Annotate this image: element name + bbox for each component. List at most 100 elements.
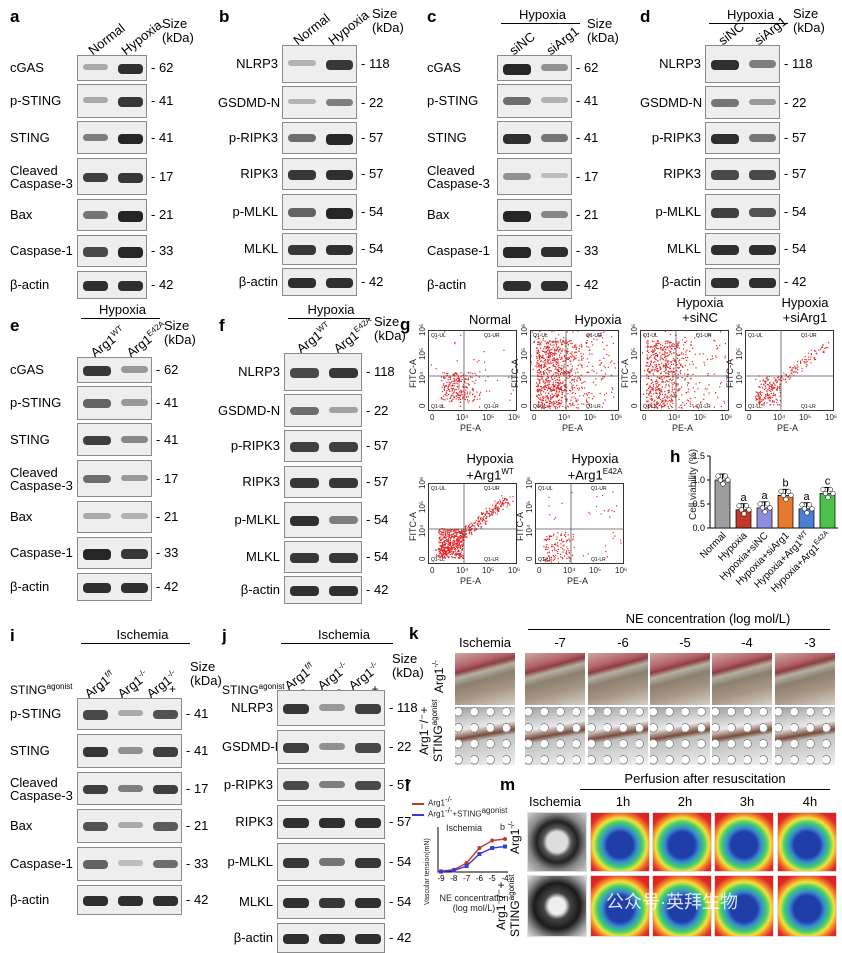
flow-event	[758, 398, 760, 400]
flow-event	[670, 395, 672, 397]
flow-event	[453, 536, 455, 538]
flow-event	[468, 526, 470, 528]
flow-event	[476, 398, 478, 400]
flow-event	[770, 392, 773, 395]
flow-event	[723, 400, 725, 402]
data-point	[717, 477, 724, 483]
legend-suffix-sup: agonist	[481, 806, 508, 815]
flow-event	[460, 551, 462, 553]
flow-event	[778, 387, 780, 389]
flow-event	[581, 364, 583, 367]
flow-event	[666, 340, 668, 342]
flow-event	[657, 360, 659, 362]
size-value: - 41	[186, 706, 209, 721]
flow-event	[656, 383, 658, 385]
data-point	[778, 488, 784, 494]
flow-event	[569, 369, 571, 371]
flow-event	[507, 502, 509, 504]
flow-event	[606, 556, 608, 558]
line-chart-title: Ischemia	[446, 823, 483, 833]
flow-event	[548, 370, 550, 372]
flow-event	[542, 405, 544, 407]
category-label: Normal	[698, 530, 729, 561]
flow-event	[455, 392, 457, 394]
flow-event	[467, 383, 469, 385]
flow-event	[449, 390, 451, 392]
flow-event	[769, 382, 771, 384]
protein-band	[503, 97, 531, 106]
flow-event	[667, 372, 669, 374]
protein-band	[748, 245, 776, 256]
flow-event	[587, 372, 589, 374]
flow-event	[538, 397, 540, 399]
flow-event	[561, 539, 563, 541]
flow-event	[563, 549, 565, 551]
flow-event	[776, 388, 778, 390]
flow-event	[657, 407, 659, 409]
flow-event	[557, 394, 559, 396]
flow-event	[468, 531, 471, 533]
flow-event	[454, 554, 456, 556]
row-label: p-MLKL	[655, 204, 701, 219]
flow-event	[435, 368, 437, 370]
flow-event	[611, 360, 613, 362]
flow-event	[655, 396, 657, 398]
size-value: - 41	[151, 93, 174, 108]
flow-event	[495, 507, 497, 509]
flow-event	[449, 554, 451, 556]
flow-event	[552, 390, 554, 392]
flow-event	[778, 378, 780, 380]
flow-event	[643, 393, 645, 395]
flow-event	[606, 345, 608, 347]
row-label: Caspase-1	[10, 856, 73, 871]
flow-event	[447, 529, 449, 531]
flow-event	[683, 358, 685, 360]
flow-event	[472, 390, 474, 392]
flow-event	[558, 366, 560, 368]
blot-strip	[77, 386, 152, 420]
flow-event	[557, 363, 559, 365]
flow-event	[758, 403, 760, 405]
flow-event	[788, 376, 790, 378]
flow-event	[757, 393, 759, 396]
flow-event	[560, 342, 562, 344]
flow-event	[569, 356, 571, 358]
flow-event	[653, 374, 655, 376]
flow-event	[454, 341, 456, 344]
flow-event	[804, 358, 806, 360]
flow-event	[561, 358, 563, 360]
flow-event	[482, 517, 484, 519]
flow-event	[577, 364, 579, 367]
flow-event	[614, 367, 616, 369]
flow-event	[447, 538, 449, 540]
flow-event	[545, 386, 548, 389]
flow-y-tick: 10⁴	[525, 524, 534, 537]
flow-event	[772, 386, 774, 388]
flow-event	[654, 407, 656, 409]
flow-event	[459, 541, 461, 543]
protein-band	[118, 896, 143, 907]
flow-event	[445, 536, 447, 539]
blot-strip	[277, 843, 385, 881]
flow-event	[538, 378, 540, 381]
flow-event	[689, 401, 691, 403]
flow-event	[439, 533, 441, 535]
flow-event	[468, 400, 470, 402]
flow-event	[542, 376, 544, 378]
flow-event	[822, 344, 824, 346]
flow-event	[448, 534, 450, 536]
flow-event	[456, 534, 458, 536]
flow-event	[452, 557, 454, 559]
flow-event	[555, 376, 557, 378]
flow-event	[763, 401, 766, 403]
flow-event	[545, 392, 547, 394]
flow-event	[561, 365, 563, 367]
flow-event	[468, 372, 470, 374]
flow-event	[783, 372, 785, 374]
flow-event	[774, 384, 776, 386]
column-label: Hypoxia	[325, 7, 371, 48]
flow-event	[459, 405, 462, 407]
flow-event	[646, 396, 648, 398]
flow-event	[562, 369, 564, 371]
flow-event	[773, 387, 775, 390]
